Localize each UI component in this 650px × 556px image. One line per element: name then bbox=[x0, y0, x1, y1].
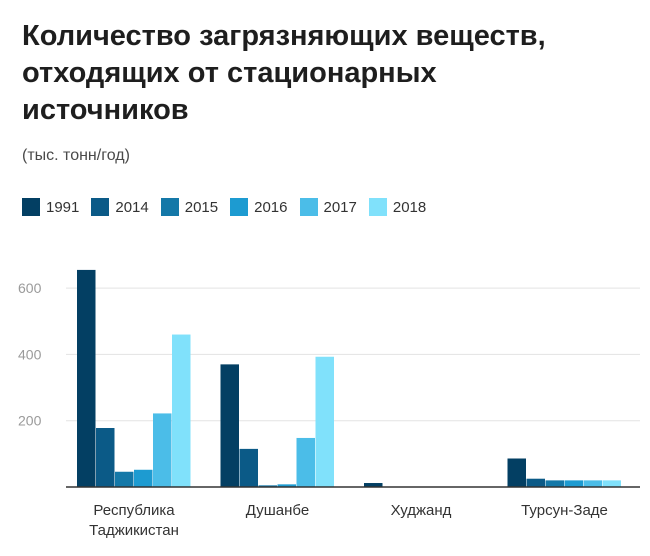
bar-2014-3 bbox=[526, 478, 545, 487]
x-category-label: Душанбе bbox=[246, 502, 309, 519]
legend-swatch bbox=[230, 198, 249, 216]
legend-item-2018: 2018 bbox=[368, 198, 427, 216]
bar-2014-0 bbox=[96, 428, 115, 487]
chart-title: Количество загрязняющих веществ, отходящ… bbox=[22, 18, 632, 129]
y-tick-label: 200 bbox=[18, 413, 42, 429]
bar-2016-3 bbox=[564, 480, 583, 487]
bar-2016-0 bbox=[134, 469, 153, 487]
chart-legend: 1991 2014 2015 2016 2017 2018 bbox=[22, 198, 438, 216]
x-category-label: Турсун-Заде bbox=[521, 502, 608, 519]
bar-2015-3 bbox=[545, 480, 564, 487]
legend-label: 2016 bbox=[254, 198, 288, 216]
chart-title-line: источников bbox=[22, 94, 189, 126]
legend-item-2017: 2017 bbox=[299, 198, 357, 216]
legend-swatch bbox=[160, 198, 179, 216]
legend-label: 2017 bbox=[323, 198, 357, 216]
legend-swatch bbox=[22, 198, 40, 216]
legend-label: 2018 bbox=[392, 198, 427, 216]
x-category-label: Худжанд bbox=[391, 502, 452, 519]
chart-title-line: Количество загрязняющих веществ, bbox=[22, 20, 546, 52]
y-tick-label: 600 bbox=[18, 280, 42, 296]
x-category-label: Республика bbox=[93, 502, 175, 519]
y-tick-label: 400 bbox=[18, 346, 42, 362]
bar-2017-0 bbox=[153, 413, 172, 487]
legend-item-2016: 2016 bbox=[230, 198, 288, 216]
bar-2018-0 bbox=[172, 334, 191, 487]
bar-2018-3 bbox=[602, 480, 621, 487]
bar-2017-1 bbox=[296, 437, 315, 487]
legend-item-2015: 2015 bbox=[160, 198, 219, 216]
legend-label: 2015 bbox=[184, 198, 219, 216]
legend-item-2014: 2014 bbox=[91, 198, 149, 216]
bar-1991-2 bbox=[364, 483, 383, 487]
bar-2016-1 bbox=[277, 484, 296, 487]
bar-1991-0 bbox=[77, 269, 96, 487]
legend-item-1991: 1991 bbox=[22, 198, 79, 216]
bar-1991-3 bbox=[507, 458, 526, 487]
legend-swatch bbox=[299, 198, 318, 216]
bar-2014-1 bbox=[239, 448, 258, 487]
bar-1991-1 bbox=[220, 364, 239, 487]
bar-2017-3 bbox=[583, 480, 602, 487]
legend-label: 1991 bbox=[46, 198, 80, 216]
legend-label: 2014 bbox=[115, 198, 149, 216]
chart-title-line: отходящих от стационарных bbox=[22, 57, 437, 89]
legend-swatch bbox=[91, 198, 110, 216]
bar-2018-1 bbox=[315, 356, 334, 487]
legend-swatch bbox=[368, 198, 387, 216]
bar-2015-1 bbox=[258, 485, 277, 487]
bar-2015-0 bbox=[115, 471, 134, 487]
x-category-label: Таджикистан bbox=[89, 522, 179, 539]
chart-subtitle: (тыс. тонн/год) bbox=[22, 147, 130, 164]
